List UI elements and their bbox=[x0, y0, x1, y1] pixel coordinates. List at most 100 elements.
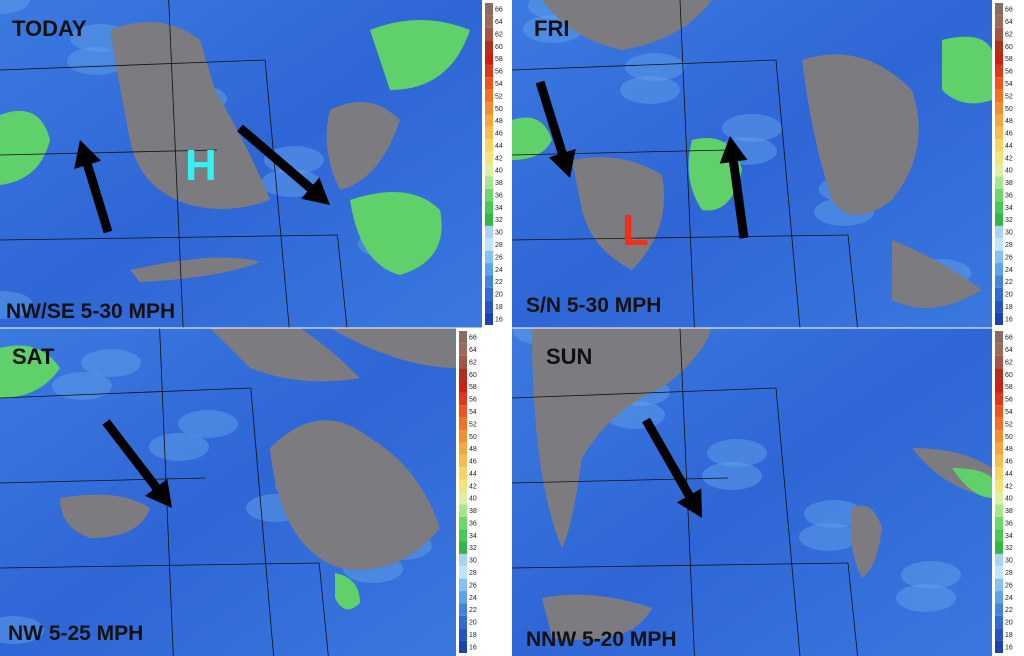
colorbar-label: 28 bbox=[469, 570, 477, 577]
colorbar-label: 24 bbox=[1005, 267, 1013, 274]
colorbar-cell bbox=[995, 516, 1003, 530]
colorbar-cell bbox=[485, 139, 493, 152]
colorbar-label: 60 bbox=[1005, 44, 1013, 51]
wind-area bbox=[335, 573, 360, 610]
colorbar-label: 46 bbox=[495, 131, 503, 138]
colorbar-cell bbox=[485, 126, 493, 140]
colorbar-label: 16 bbox=[469, 644, 477, 651]
colorbar-cell bbox=[485, 64, 493, 78]
colorbar-cell bbox=[459, 442, 467, 455]
calm-area bbox=[572, 157, 664, 270]
colorbar-label: 30 bbox=[1005, 230, 1013, 237]
panel-title: SAT bbox=[12, 344, 55, 369]
colorbar-label: 24 bbox=[469, 595, 477, 602]
colorbar-label: 62 bbox=[1005, 31, 1013, 38]
map bbox=[0, 0, 482, 328]
light-patch bbox=[702, 462, 762, 490]
colorbar-label: 32 bbox=[1005, 217, 1013, 224]
calm-area bbox=[892, 240, 982, 308]
light-patch bbox=[0, 291, 33, 319]
light-patch bbox=[707, 439, 767, 467]
colorbar-cell bbox=[485, 312, 493, 325]
panel-title: SUN bbox=[546, 344, 592, 369]
colorbar-label: 44 bbox=[1005, 143, 1013, 150]
colorbar-cell bbox=[995, 467, 1003, 480]
panel-title: TODAY bbox=[12, 16, 87, 41]
colorbar-label: 66 bbox=[1005, 7, 1013, 14]
colorbar: 66 64 62 60 58 56 54 52 50 48 46 44 42 40 38 36 34 32 30 28… bbox=[483, 0, 513, 328]
colorbar-label: 40 bbox=[1005, 496, 1013, 503]
colorbar-cell bbox=[995, 201, 1003, 214]
pressure-center: H bbox=[185, 141, 217, 190]
light-patch bbox=[52, 372, 112, 400]
colorbar-label: 58 bbox=[1005, 56, 1013, 63]
wind-area bbox=[512, 117, 552, 160]
colorbar-cell bbox=[995, 578, 1003, 592]
calm-area bbox=[330, 328, 456, 368]
light-patch bbox=[722, 114, 782, 142]
colorbar-label: 24 bbox=[1005, 595, 1013, 602]
colorbar-cell bbox=[995, 188, 1003, 202]
calm-area bbox=[110, 22, 270, 209]
colorbar-cell bbox=[485, 52, 493, 65]
colorbar-cell bbox=[995, 628, 1003, 641]
colorbar-label: 22 bbox=[469, 607, 477, 614]
map bbox=[512, 0, 992, 328]
colorbar-label: 60 bbox=[495, 44, 503, 51]
colorbar-label: 30 bbox=[469, 558, 477, 565]
colorbar-label: 48 bbox=[469, 446, 477, 453]
colorbar-label: 40 bbox=[1005, 168, 1013, 175]
colorbar-cell bbox=[459, 368, 467, 381]
colorbar-label: 36 bbox=[469, 520, 477, 527]
colorbar-cell bbox=[995, 541, 1003, 554]
map-panel: FRI S/N 5-30 MPH L 66 64 62 60 58 56 54 52 50 48 46 44… bbox=[512, 0, 1023, 328]
arrow-shape bbox=[74, 140, 113, 234]
border bbox=[847, 562, 858, 656]
wind-area bbox=[942, 36, 992, 104]
colorbar-cell bbox=[459, 343, 467, 356]
colorbar-label: 18 bbox=[1005, 304, 1013, 311]
colorbar-cell bbox=[459, 541, 467, 554]
colorbar-label: 26 bbox=[1005, 582, 1013, 589]
border bbox=[775, 387, 801, 656]
colorbar-label: 30 bbox=[495, 230, 503, 237]
colorbar-cell bbox=[459, 492, 467, 505]
colorbar-label: 18 bbox=[495, 304, 503, 311]
colorbar-cell bbox=[459, 603, 467, 616]
border bbox=[679, 0, 695, 328]
colorbar-label: 34 bbox=[1005, 205, 1013, 212]
colorbar-cell bbox=[995, 529, 1003, 542]
colorbar-cell bbox=[995, 312, 1003, 325]
colorbar-cell bbox=[995, 392, 1003, 406]
colorbar-cell bbox=[995, 151, 1003, 164]
colorbar-label: 54 bbox=[1005, 409, 1013, 416]
colorbar-label: 48 bbox=[495, 118, 503, 125]
light-patch bbox=[0, 0, 30, 14]
arrow-shape bbox=[237, 124, 330, 205]
colorbar-label: 40 bbox=[469, 496, 477, 503]
colorbar-cell bbox=[995, 89, 1003, 103]
colorbar-cell bbox=[995, 102, 1003, 115]
colorbar-label: 62 bbox=[1005, 359, 1013, 366]
colorbar-cell bbox=[459, 454, 467, 468]
colorbar-cell bbox=[995, 640, 1003, 653]
colorbar-cell bbox=[459, 529, 467, 542]
colorbar-cell bbox=[995, 566, 1003, 579]
calm-area bbox=[532, 328, 712, 548]
colorbar-label: 44 bbox=[495, 143, 503, 150]
colorbar-cell bbox=[995, 504, 1003, 517]
colorbar-label: 38 bbox=[495, 180, 503, 187]
colorbar-cell bbox=[459, 405, 467, 418]
border bbox=[250, 387, 274, 656]
colorbar-cell bbox=[459, 417, 467, 431]
colorbar-label: 52 bbox=[469, 421, 477, 428]
colorbar-label: 62 bbox=[495, 31, 503, 38]
colorbar-cell bbox=[995, 615, 1003, 629]
colorbar-cell bbox=[995, 64, 1003, 78]
colorbar-cell bbox=[995, 40, 1003, 53]
colorbar-cell bbox=[995, 405, 1003, 418]
calm-area bbox=[270, 420, 440, 570]
arrow-shape bbox=[719, 136, 749, 239]
colorbar-label: 56 bbox=[1005, 69, 1013, 76]
wind-area bbox=[350, 192, 442, 275]
